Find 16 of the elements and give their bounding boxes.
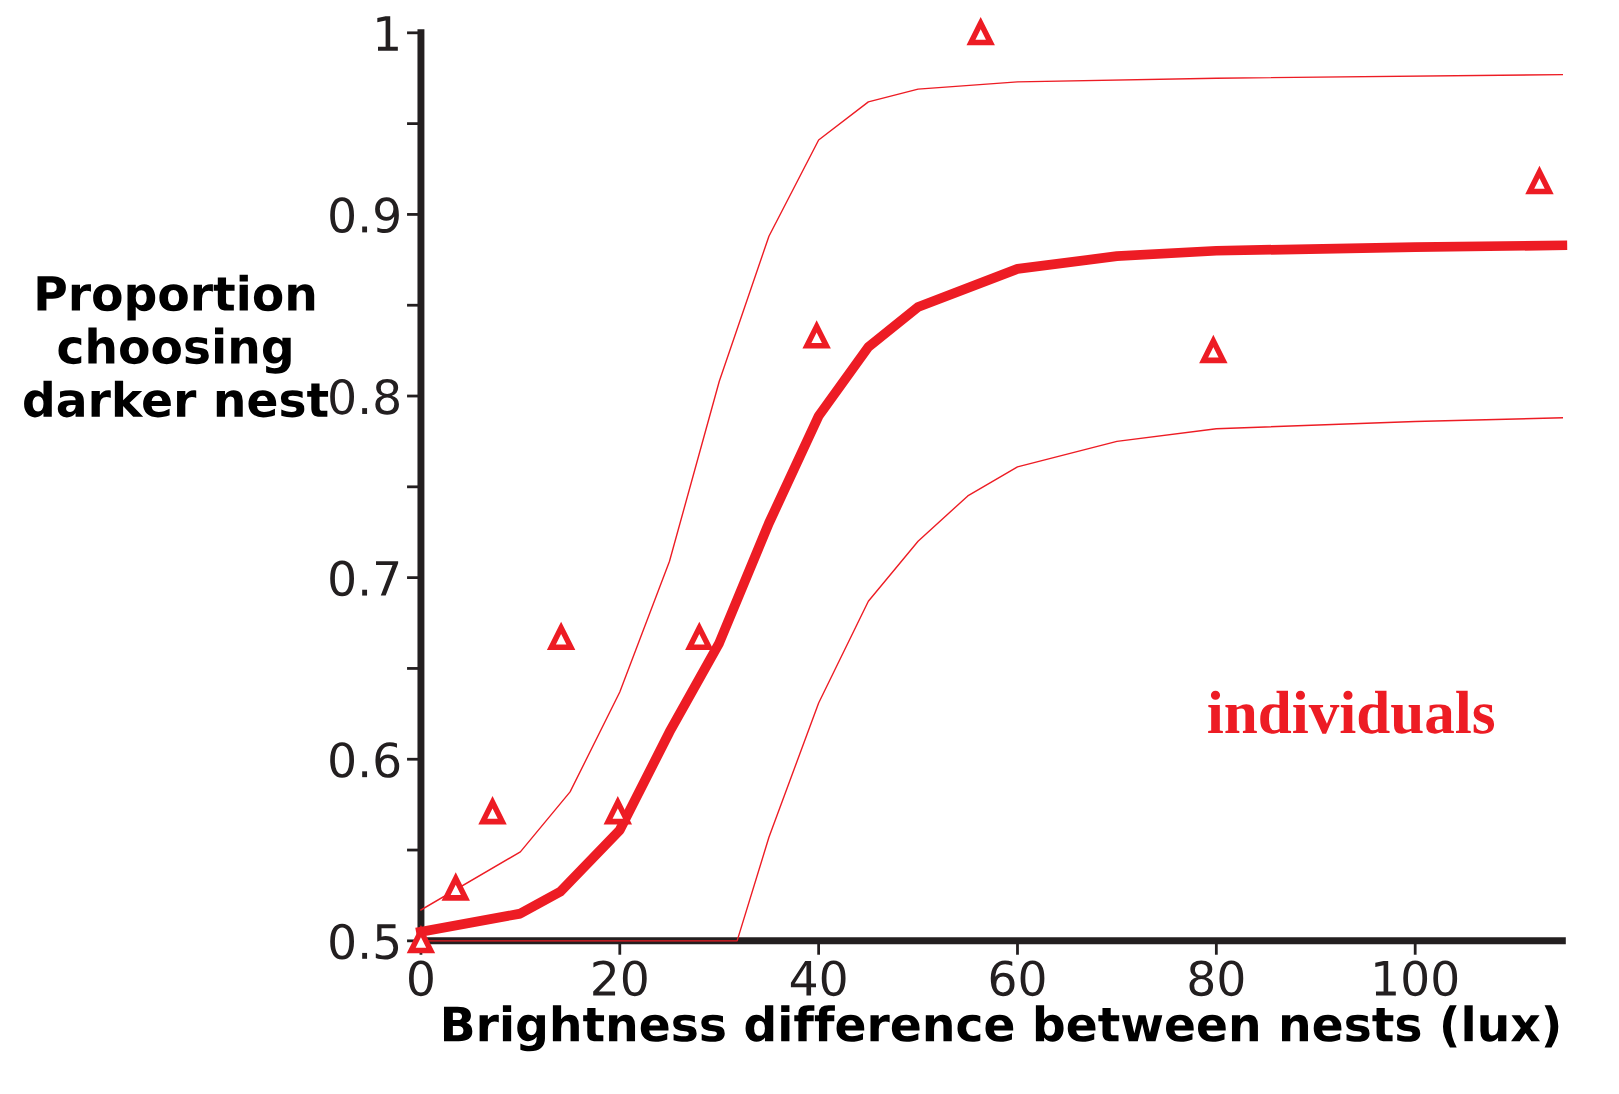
annotation: individuals [1208, 690, 1495, 734]
x-tick-label: 20 [593, 960, 647, 997]
y-tick-label: 0.7 [330, 560, 399, 597]
x-tick-label: 0 [409, 960, 433, 997]
y-tick-label: 0.5 [330, 923, 399, 960]
y-tick-label: 0.6 [330, 742, 400, 778]
y-tick-label: 0.8 [330, 378, 399, 415]
x-tick-label: 60 [990, 960, 1045, 997]
x-tick-label: 100 [1375, 960, 1458, 997]
x-tick-label: 80 [1189, 960, 1244, 997]
x-tick-label: 40 [790, 960, 846, 997]
x-axis-title: Brightness difference between nests (lux) [443, 1005, 1559, 1052]
y-tick-label: 0.9 [330, 197, 399, 234]
line-series [420, 73, 1564, 911]
y-tick-label: 1 [377, 16, 398, 51]
y-axis-title: Proportion choosing darker nest [24, 274, 329, 418]
